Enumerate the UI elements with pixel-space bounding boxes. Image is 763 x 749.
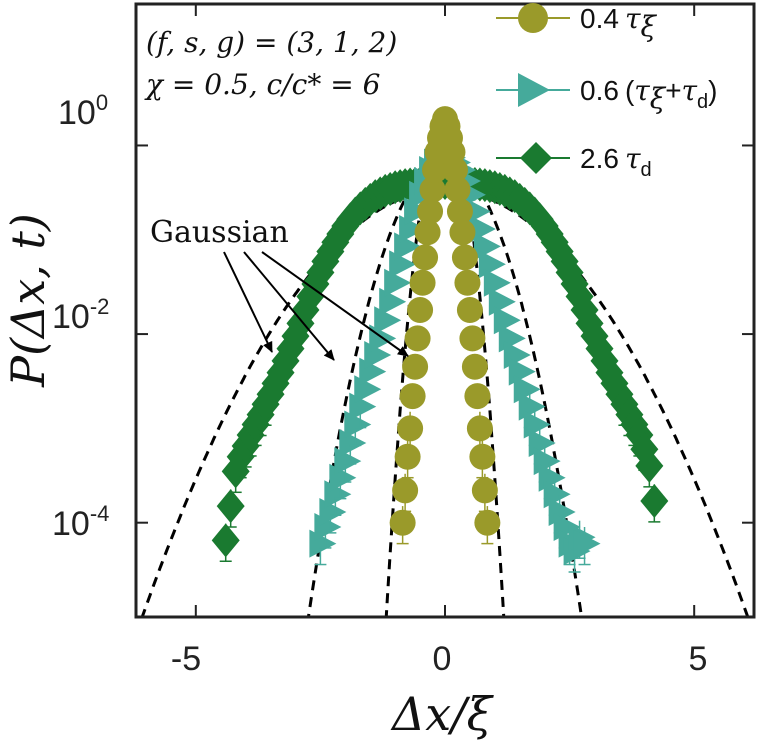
- data-point: [451, 244, 478, 271]
- y-axis-label: P(Δx, t): [1, 213, 55, 388]
- y-tick-label-2: 10-4: [52, 501, 109, 543]
- params-annotation-line2: χ = 0.5, c/c* = 6: [144, 68, 380, 101]
- data-point: [454, 269, 481, 296]
- legend: 0.4 τξ 0.6 (τξ+τd) 2.6 τd: [496, 2, 718, 181]
- series-2: [211, 165, 669, 563]
- data-point: [397, 415, 424, 442]
- legend-marker-1: [518, 73, 550, 107]
- data-point: [389, 509, 416, 536]
- gaussian-arrow-3: [261, 251, 409, 357]
- x-tick-label-0: 0: [433, 640, 452, 678]
- legend-entry-0: 0.4 τξ: [496, 2, 657, 43]
- data-point: [471, 477, 498, 504]
- legend-marker-0: [518, 3, 548, 33]
- data-point: [635, 448, 664, 483]
- gaussian-arrow-2: [243, 251, 335, 361]
- data-point: [419, 176, 446, 203]
- data-point: [404, 325, 431, 352]
- legend-entry-1: 0.6 (τξ+τd): [496, 73, 718, 115]
- legend-marker-2: [520, 142, 552, 174]
- data-point: [394, 443, 421, 470]
- gaussian-arrows: [223, 251, 409, 361]
- params-annotation-line1: (f, s, g) = (3, 1, 2): [146, 26, 397, 59]
- data-point: [459, 325, 486, 352]
- gaussian-label: Gaussian: [150, 215, 289, 250]
- gaussian-arrow-1: [223, 251, 273, 353]
- data-point: [449, 219, 476, 246]
- y-tick-label-0: 100: [58, 90, 108, 132]
- data-point: [461, 353, 488, 380]
- legend-label-1: 0.6 (τξ+τd): [580, 74, 718, 115]
- legend-label-0: 0.4 τξ: [580, 2, 657, 43]
- data-point: [409, 269, 436, 296]
- data-point: [469, 443, 496, 470]
- data-point: [392, 477, 419, 504]
- legend-entry-2: 2.6 τd: [496, 142, 652, 181]
- data-point: [407, 297, 434, 324]
- data-point: [402, 353, 429, 380]
- gaussian-fit-curves: [140, 120, 750, 617]
- data-point: [456, 297, 483, 324]
- data-point: [417, 198, 444, 225]
- data-point: [216, 489, 245, 524]
- data-point: [466, 415, 493, 442]
- axis-ticks: [136, 4, 754, 617]
- legend-label-2: 2.6 τd: [580, 142, 652, 181]
- x-tick-label-neg5: -5: [171, 640, 201, 678]
- series-0: [389, 106, 501, 545]
- data-point: [231, 429, 260, 464]
- data-point: [573, 529, 601, 558]
- data-point: [412, 244, 439, 271]
- data-point: [640, 483, 669, 518]
- data-point: [399, 383, 426, 410]
- gaussian-curve-2: [140, 188, 750, 617]
- data-point: [444, 176, 471, 203]
- x-axis-label: Δx/ξ: [390, 687, 495, 741]
- data-point: [211, 523, 240, 558]
- data-point: [464, 383, 491, 410]
- x-tick-label-5: 5: [689, 640, 708, 678]
- data-point: [474, 509, 501, 536]
- data-point: [414, 219, 441, 246]
- data-point: [446, 198, 473, 225]
- y-tick-label-1: 10-2: [52, 294, 109, 336]
- gaussian-curve-0: [384, 120, 506, 617]
- data-point: [441, 156, 468, 183]
- data-points: [211, 106, 669, 573]
